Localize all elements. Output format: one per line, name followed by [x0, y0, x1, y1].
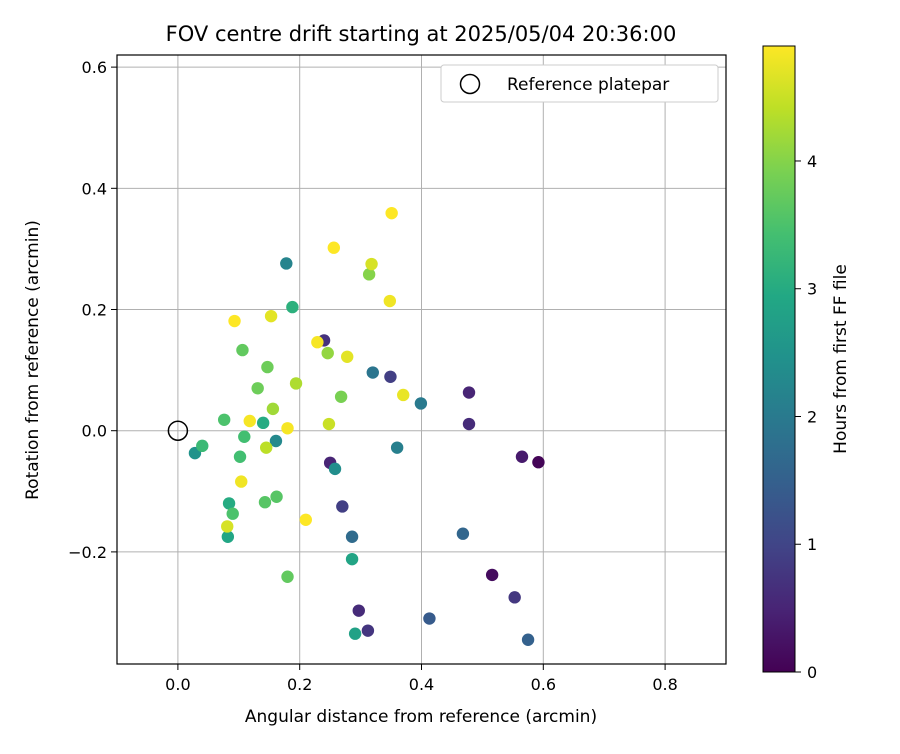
data-point	[384, 370, 397, 383]
data-point	[286, 300, 299, 314]
data-point	[321, 346, 334, 360]
data-point	[423, 612, 436, 625]
data-point	[280, 257, 293, 270]
x-axis-ticks: 0.0 0.2 0.4 0.6 0.8	[165, 664, 678, 694]
data-point	[462, 386, 476, 399]
data-point	[365, 257, 378, 271]
data-point	[515, 450, 529, 463]
y-tick-label: 0.2	[82, 301, 107, 320]
legend-box	[440, 64, 719, 103]
data-point	[222, 497, 236, 510]
data-point	[238, 430, 251, 443]
reference-marker	[167, 420, 189, 441]
colorbar-tick-label: 1	[807, 535, 817, 554]
x-tick-label: 0.2	[287, 675, 312, 694]
colorbar-tick-label: 4	[807, 152, 817, 171]
data-point	[366, 366, 379, 379]
data-point	[299, 513, 312, 526]
data-point	[456, 527, 470, 540]
colorbar: 0 1 2 3 4 Hours from first FF file	[762, 45, 851, 682]
colorbar-gradient	[762, 45, 796, 673]
legend-label: Reference platepar	[507, 75, 669, 95]
data-point	[385, 206, 398, 220]
data-point	[462, 417, 476, 431]
data-point	[228, 314, 241, 328]
x-tick-label: 0.4	[409, 675, 434, 694]
data-point	[508, 591, 521, 604]
reference-point	[167, 420, 189, 441]
data-point	[266, 402, 280, 416]
data-point	[345, 552, 359, 566]
data-point	[361, 624, 375, 637]
data-point	[341, 350, 354, 363]
legend-reference-marker	[459, 73, 481, 95]
data-point	[327, 241, 341, 254]
colorbar-tick-label: 3	[807, 280, 817, 299]
data-point	[260, 441, 273, 454]
y-axis-label: Rotation from reference (arcmin)	[23, 220, 43, 500]
data-point	[281, 422, 294, 435]
legend: Reference platepar	[440, 64, 719, 103]
data-point	[221, 520, 234, 533]
grid-lines	[117, 55, 726, 664]
data-point	[243, 414, 256, 428]
colorbar-ticks: 0 1 2 3 4	[795, 152, 817, 682]
x-tick-label: 0.0	[165, 675, 190, 694]
data-point	[311, 336, 324, 349]
data-point	[261, 360, 274, 374]
colorbar-label: Hours from first FF file	[831, 264, 851, 454]
data-point	[196, 439, 209, 453]
data-point	[281, 570, 294, 583]
data-point	[258, 496, 272, 509]
data-point	[336, 500, 349, 513]
data-point	[217, 413, 231, 426]
data-point	[236, 343, 249, 357]
x-tick-label: 0.6	[531, 675, 556, 694]
data-point	[383, 294, 397, 308]
y-tick-label: 0.4	[82, 179, 107, 198]
data-point	[256, 416, 270, 430]
y-tick-label: 0.0	[82, 422, 107, 441]
x-tick-label: 0.8	[652, 675, 677, 694]
colorbar-tick-label: 0	[807, 663, 817, 682]
data-point	[289, 377, 303, 390]
data-points	[188, 206, 545, 646]
data-point	[269, 434, 283, 448]
data-point	[390, 441, 404, 454]
data-point	[532, 456, 545, 469]
data-point	[352, 604, 365, 617]
y-tick-label: −0.2	[68, 543, 107, 562]
x-axis-label: Angular distance from reference (arcmin)	[245, 707, 597, 727]
data-point	[226, 507, 239, 520]
data-point	[233, 450, 247, 463]
data-point	[334, 390, 348, 403]
data-point	[221, 530, 235, 543]
data-point	[521, 633, 535, 646]
data-point	[414, 397, 428, 410]
data-point	[345, 530, 359, 543]
data-point	[251, 382, 264, 395]
colorbar-tick-label: 2	[807, 407, 817, 426]
data-point	[362, 268, 376, 281]
data-point	[328, 462, 342, 476]
data-point	[264, 309, 278, 323]
y-tick-label: 0.6	[82, 58, 107, 77]
chart-title: FOV centre drift starting at 2025/05/04 …	[166, 22, 677, 46]
data-point	[270, 490, 283, 503]
data-point	[235, 475, 248, 488]
data-point	[322, 417, 336, 431]
data-point	[397, 388, 410, 402]
data-point	[348, 627, 362, 640]
y-axis-ticks: −0.2 0.0 0.2 0.4 0.6	[68, 58, 117, 562]
data-point	[485, 568, 499, 582]
